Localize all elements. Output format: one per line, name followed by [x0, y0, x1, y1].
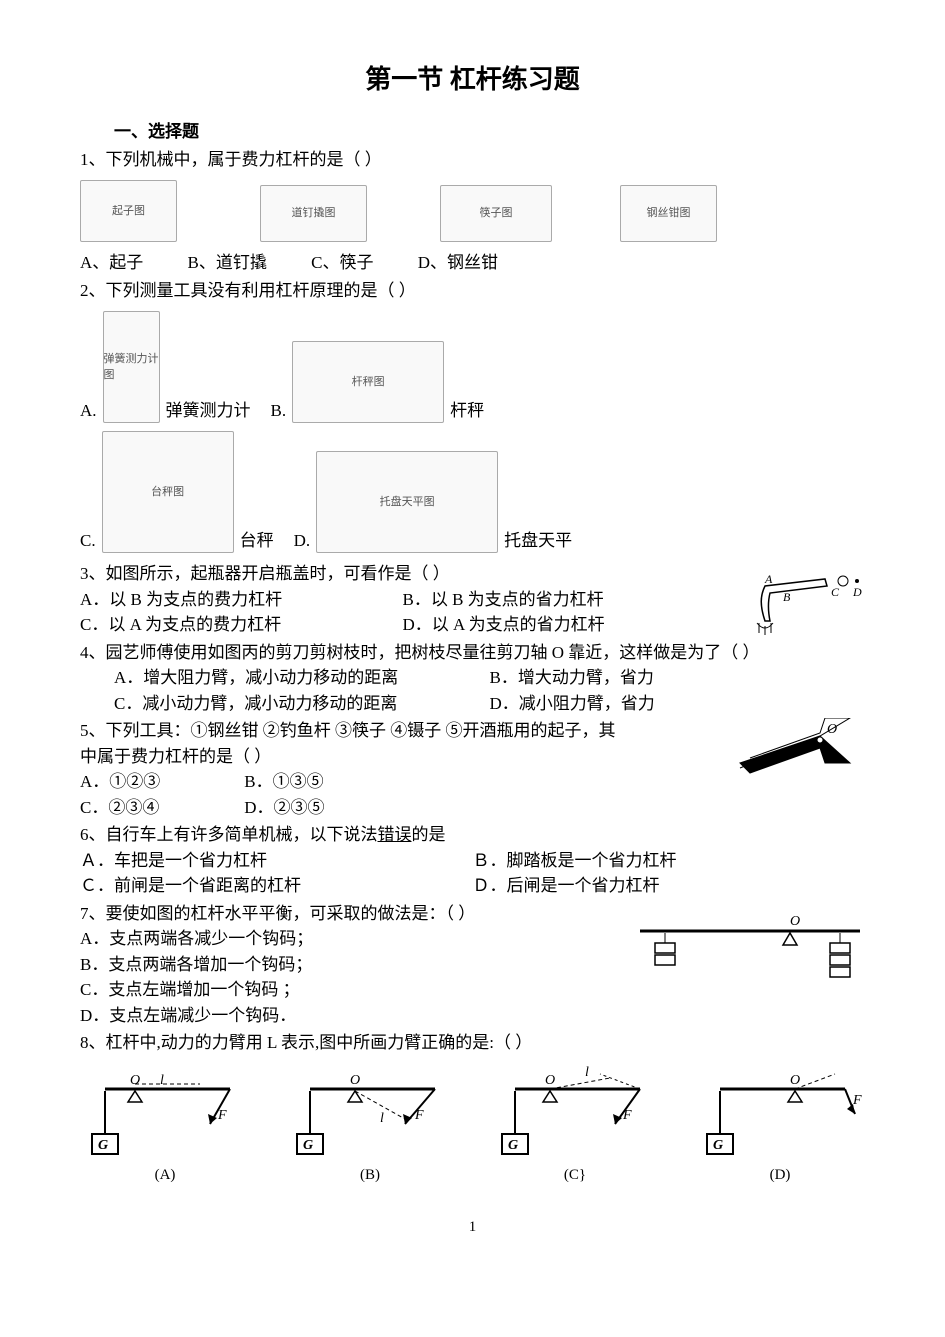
svg-text:G: G [98, 1138, 108, 1153]
q5-opt-a: A．①②③ [80, 769, 240, 795]
q8-label-d: (D) [695, 1164, 865, 1187]
q4-opt-d: D．减小阻力臂，省力 [490, 691, 866, 717]
question-6: 6、自行车上有许多简单机械，以下说法错误的是 Ａ．车把是一个省力杠杆 Ｂ．脚踏板… [80, 822, 865, 899]
q6-stem-post: 的是 [412, 825, 446, 844]
q8-stem: 8、杠杆中,动力的力臂用 L 表示,图中所画力臂正确的是:（ ） [80, 1030, 865, 1056]
svg-text:F: F [852, 1093, 862, 1108]
q8-label-c: (C} [490, 1164, 660, 1187]
q2-img-c: 台秤图 [102, 431, 234, 553]
svg-text:D: D [852, 585, 862, 599]
svg-text:O: O [130, 1073, 140, 1088]
q2-stem: 2、下列测量工具没有利用杠杆原理的是（ ） [80, 278, 865, 304]
q2-opt-c-letter: C. [80, 528, 96, 554]
q8-diagram-c: O l F G [490, 1064, 660, 1164]
page-number: 1 [80, 1216, 865, 1239]
q3-opt-a: A．以 B 为支点的费力杠杆 [80, 587, 403, 613]
q2-opt-c-label: 台秤 [240, 528, 274, 554]
svg-text:F: F [217, 1108, 227, 1123]
section-heading: 一、选择题 [80, 119, 865, 145]
q1-opt-b: B、道钉撬 [188, 253, 267, 272]
q4-opt-c: C．减小动力臂，减小动力移动的距离 [114, 691, 490, 717]
svg-text:O: O [545, 1073, 555, 1088]
q3-opt-c: C．以 A 为支点的费力杠杆 [80, 612, 403, 638]
q4-opt-b: B．增大动力臂，省力 [490, 665, 866, 691]
q4-stem: 4、园艺师傅使用如图丙的剪刀剪树枝时，把树枝尽量往剪刀轴 O 靠近，这样做是为了… [80, 640, 865, 666]
svg-text:l: l [380, 1111, 384, 1126]
svg-text:O: O [350, 1073, 360, 1088]
q8-diagram-a: O l F G [80, 1064, 250, 1164]
question-5: O 5、下列工具：①钢丝钳 ②钓鱼杆 ③筷子 ④镊子 ⑤开酒瓶用的起子，其 中属… [80, 718, 865, 820]
q1-img-b: 道钉撬图 [260, 185, 367, 242]
svg-text:F: F [622, 1108, 632, 1123]
q5-opt-b: B．①③⑤ [244, 769, 404, 795]
q6-opt-b: Ｂ．脚踏板是一个省力杠杆 [473, 848, 866, 874]
q8-diagram-b: O F l G [285, 1064, 455, 1164]
q6-opt-c: Ｃ．前闸是一个省距离的杠杆 [80, 873, 473, 899]
q8-diagram-d: O F G [695, 1064, 865, 1164]
q7-diagram: O [635, 911, 865, 1001]
q1-opt-d: D、钢丝钳 [418, 253, 498, 272]
q4-opt-a: A．增大阻力臂，减小动力移动的距离 [114, 665, 490, 691]
svg-text:B: B [783, 590, 791, 604]
q2-opt-a-label: 弹簧测力计 [166, 398, 251, 424]
svg-text:A: A [764, 572, 773, 586]
q1-img-c: 筷子图 [440, 185, 552, 242]
q3-opt-b: B．以 B 为支点的省力杠杆 [403, 587, 726, 613]
q2-opt-d-label: 托盘天平 [504, 528, 572, 554]
q6-opt-d: Ｄ．后闸是一个省力杠杆 [473, 873, 866, 899]
svg-text:l: l [160, 1073, 164, 1088]
q6-stem-err: 错误 [378, 825, 412, 844]
q7-opt-d: D．支点左端减少一个钩码． [80, 1003, 865, 1029]
svg-text:l: l [585, 1065, 589, 1080]
question-3: A B C D 3、如图所示，起瓶器开启瓶盖时，可看作是（ ） A．以 B 为支… [80, 561, 865, 638]
q2-img-b: 杆秤图 [292, 341, 444, 423]
q1-opt-a: A、起子 [80, 253, 143, 272]
q2-opt-b-letter: B. [271, 398, 287, 424]
q8-label-a: (A) [80, 1164, 250, 1187]
q5-opt-d: D．②③⑤ [244, 795, 404, 821]
q5-diagram: O [735, 718, 865, 788]
svg-text:G: G [303, 1138, 313, 1153]
q1-stem: 1、下列机械中，属于费力杠杆的是（ ） [80, 147, 865, 173]
q3-diagram: A B C D [735, 561, 865, 636]
q6-stem-pre: 6、自行车上有许多简单机械，以下说法 [80, 825, 378, 844]
q5-opt-c: C．②③④ [80, 795, 240, 821]
q2-opt-b-label: 杆秤 [450, 398, 484, 424]
svg-text:G: G [508, 1138, 518, 1153]
question-8: 8、杠杆中,动力的力臂用 L 表示,图中所画力臂正确的是:（ ） O l F G… [80, 1030, 865, 1186]
question-1: 1、下列机械中，属于费力杠杆的是（ ） 起子图 道钉撬图 筷子图 钢丝钳图 A、… [80, 147, 865, 276]
q8-label-b: (B) [285, 1164, 455, 1187]
question-7: O 7、要使如图的杠杆水平平衡，可采取的做法是：（ ） A．支点两端各减少一个钩… [80, 901, 865, 1029]
svg-text:F: F [414, 1108, 424, 1123]
question-2: 2、下列测量工具没有利用杠杆原理的是（ ） A. 弹簧测力计图 弹簧测力计 B.… [80, 278, 865, 554]
page-title: 第一节 杠杆练习题 [80, 60, 865, 99]
q2-img-d: 托盘天平图 [316, 451, 498, 553]
q1-opt-c: C、筷子 [311, 253, 373, 272]
svg-text:O: O [790, 914, 800, 929]
svg-text:O: O [790, 1073, 800, 1088]
q6-opt-a: Ａ．车把是一个省力杠杆 [80, 848, 473, 874]
svg-text:O: O [827, 722, 837, 737]
q3-opt-d: D．以 A 为支点的省力杠杆 [403, 612, 726, 638]
q2-opt-d-letter: D. [294, 528, 311, 554]
svg-text:C: C [831, 585, 840, 599]
q1-img-a: 起子图 [80, 180, 177, 242]
q2-img-a: 弹簧测力计图 [103, 311, 160, 423]
q2-opt-a-letter: A. [80, 398, 97, 424]
q1-img-d: 钢丝钳图 [620, 185, 717, 242]
svg-text:G: G [713, 1138, 723, 1153]
question-4: 4、园艺师傅使用如图丙的剪刀剪树枝时，把树枝尽量往剪刀轴 O 靠近，这样做是为了… [80, 640, 865, 717]
